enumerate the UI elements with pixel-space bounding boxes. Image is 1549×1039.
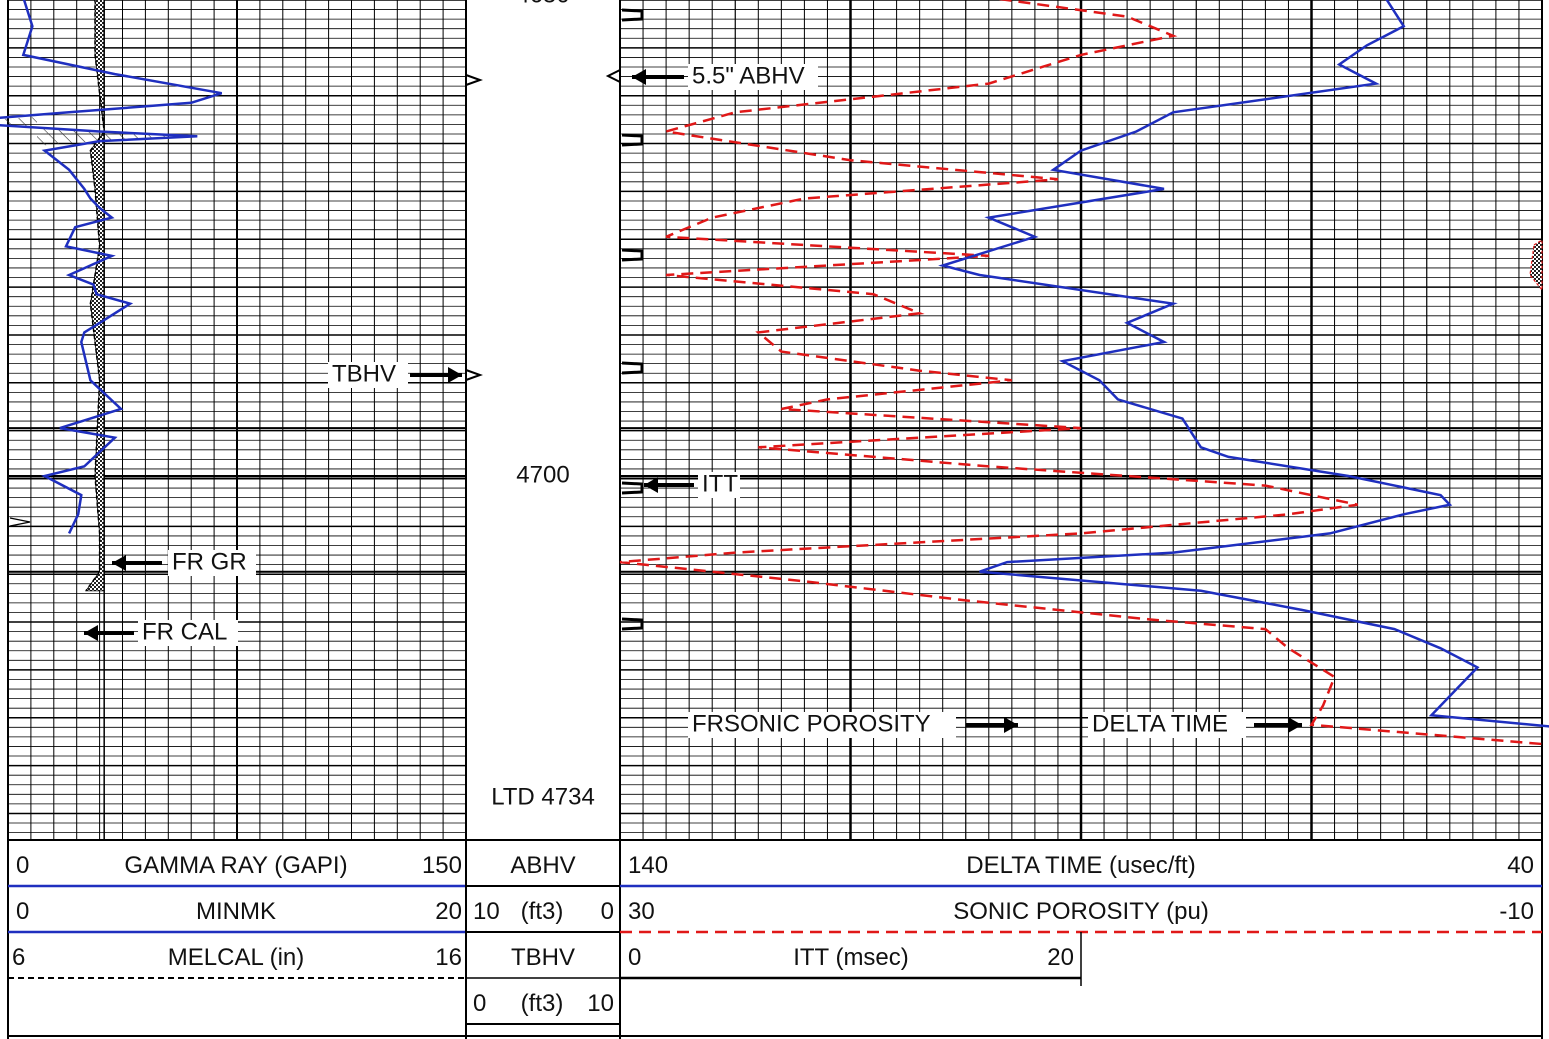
itt-annotation-label: ITT	[702, 470, 738, 497]
sonic-porosity-curve	[619, 0, 1543, 746]
sonic-porosity-curve-label: SONIC POROSITY (pu)	[953, 898, 1209, 925]
sonic-porosity-annotation-label: FRSONIC POROSITY	[692, 710, 931, 737]
sonic-porosity-max-label: -10	[1499, 898, 1534, 925]
delta-time-curve	[938, 0, 1549, 728]
minmk-min-label: 0	[16, 898, 30, 925]
depth-label-4700: 4700	[516, 461, 569, 488]
delta-time-annotation-label: DELTA TIME	[1092, 710, 1228, 737]
tbhv-unit-label: (ft3)	[520, 990, 564, 1017]
melcal-curve	[85, 0, 105, 592]
tbhv-tick	[465, 74, 483, 86]
sonic-porosity-arrow	[966, 717, 1018, 733]
itt-tick	[621, 361, 644, 375]
delta-time-max-label: 40	[1507, 852, 1534, 879]
tbhv-arrow	[410, 367, 462, 383]
melcal-max-label: 16	[435, 944, 462, 971]
track2-edge-fill	[1529, 238, 1543, 292]
grid	[8, 0, 1542, 840]
depth-label-ltd: LTD 4734	[491, 783, 595, 810]
header-frame	[8, 840, 1542, 1037]
itt-tick	[621, 133, 644, 147]
itt-curve-label: ITT (msec)	[793, 944, 909, 971]
abhv-min-label: 10	[473, 898, 500, 925]
gamma-ray-curve-label: GAMMA RAY (GAPI)	[124, 852, 348, 879]
tbhv-annotation-label: TBHV	[332, 360, 396, 387]
gamma-ray-min-label: 0	[16, 852, 30, 879]
tbhv-curve-label: TBHV	[510, 944, 576, 971]
fr-gr-label: FR GR	[172, 548, 247, 575]
abhv-curve-label: ABHV	[510, 852, 576, 879]
melcal-min-label: 6	[12, 944, 26, 971]
abhv-annotation-label: 5.5" ABHV	[692, 62, 805, 89]
delta-time-min-label: 140	[628, 852, 669, 879]
fr-cal-arrow	[84, 625, 134, 641]
track1-edge-tick	[9, 517, 31, 527]
itt-min-label: 0	[628, 944, 642, 971]
abhv-arrow	[632, 69, 684, 85]
itt-max-label: 20	[1047, 944, 1074, 971]
delta-time-curve-label: DELTA TIME (usec/ft)	[966, 852, 1196, 879]
gamma-ray-curve	[0, 0, 223, 534]
itt-arrow	[644, 477, 694, 493]
tbhv-max-label: 10	[587, 990, 614, 1017]
sonic-porosity-min-label: 30	[628, 898, 655, 925]
minmk-curve-label: MINMK	[196, 898, 276, 925]
itt-tick	[621, 481, 644, 495]
depth-track-ticks	[9, 8, 644, 631]
delta-time-arrow	[1254, 717, 1302, 733]
minmk-max-label: 20	[435, 898, 462, 925]
abhv-tick	[605, 69, 621, 83]
gamma-ray-max-label: 150	[421, 852, 462, 879]
fr-gr-arrow	[112, 555, 162, 571]
fr-cal-label: FR CAL	[142, 618, 227, 645]
tbhv-min-label: 0	[473, 990, 487, 1017]
itt-tick	[621, 617, 644, 631]
tbhv-tick	[465, 369, 483, 381]
abhv-max-label: 0	[600, 898, 614, 925]
itt-tick	[621, 8, 644, 22]
abhv-unit-label: (ft3)	[520, 898, 564, 925]
itt-tick	[621, 248, 644, 262]
melcal-curve-label: MELCAL (in)	[167, 944, 305, 971]
depth-label-4650: 4650	[516, 0, 569, 8]
